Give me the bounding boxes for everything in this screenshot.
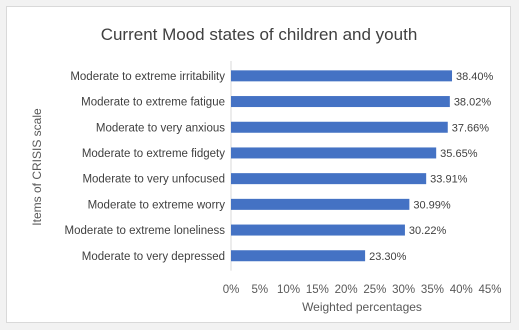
bar (231, 147, 437, 159)
x-tick-label: 0% (223, 284, 240, 296)
bar (231, 121, 448, 133)
data-label: 33.91% (430, 174, 468, 186)
chart-frame: Current Mood states of children and yout… (6, 6, 511, 323)
bar (231, 250, 366, 262)
bar (231, 70, 453, 82)
chart-title: Current Mood states of children and yout… (101, 25, 418, 44)
category-label: Moderate to extreme irritability (70, 71, 225, 83)
category-label: Moderate to extreme fidgety (82, 148, 225, 160)
x-tick-label: 20% (335, 284, 358, 296)
data-label: 37.66% (452, 122, 490, 134)
data-label: 35.65% (440, 148, 478, 160)
x-tick-label: 15% (306, 284, 329, 296)
bar (231, 173, 427, 185)
plot-area: Moderate to extreme irritability 38.40% Mo… (65, 61, 502, 296)
data-label: 38.02% (454, 97, 492, 109)
bar (231, 198, 410, 210)
data-label: 23.30% (369, 251, 407, 263)
x-tick-label: 10% (277, 284, 300, 296)
x-tick-label: 35% (421, 284, 444, 296)
category-label: Moderate to extreme loneliness (65, 225, 226, 237)
bar (231, 96, 450, 108)
category-label: Moderate to extreme worry (88, 199, 226, 211)
data-label: 30.99% (413, 199, 451, 211)
x-tick-label: 40% (450, 284, 473, 296)
category-label: Moderate to very depressed (82, 251, 225, 263)
x-tick-label: 30% (392, 284, 415, 296)
bar (231, 224, 405, 236)
category-label: Moderate to very anxious (96, 122, 225, 134)
x-axis-title: Weighted percentages (302, 300, 422, 314)
category-label: Moderate to extreme fatigue (81, 97, 225, 109)
x-tick-label: 25% (363, 284, 386, 296)
y-axis-title: Items of CRISIS scale (30, 108, 44, 226)
data-label: 38.40% (456, 71, 494, 83)
category-label: Moderate to very unfocused (82, 174, 225, 186)
x-tick-label: 5% (251, 284, 268, 296)
x-tick-label: 45% (478, 284, 501, 296)
data-label: 30.22% (409, 225, 447, 237)
horizontal-bar-chart: Current Mood states of children and yout… (30, 25, 502, 314)
